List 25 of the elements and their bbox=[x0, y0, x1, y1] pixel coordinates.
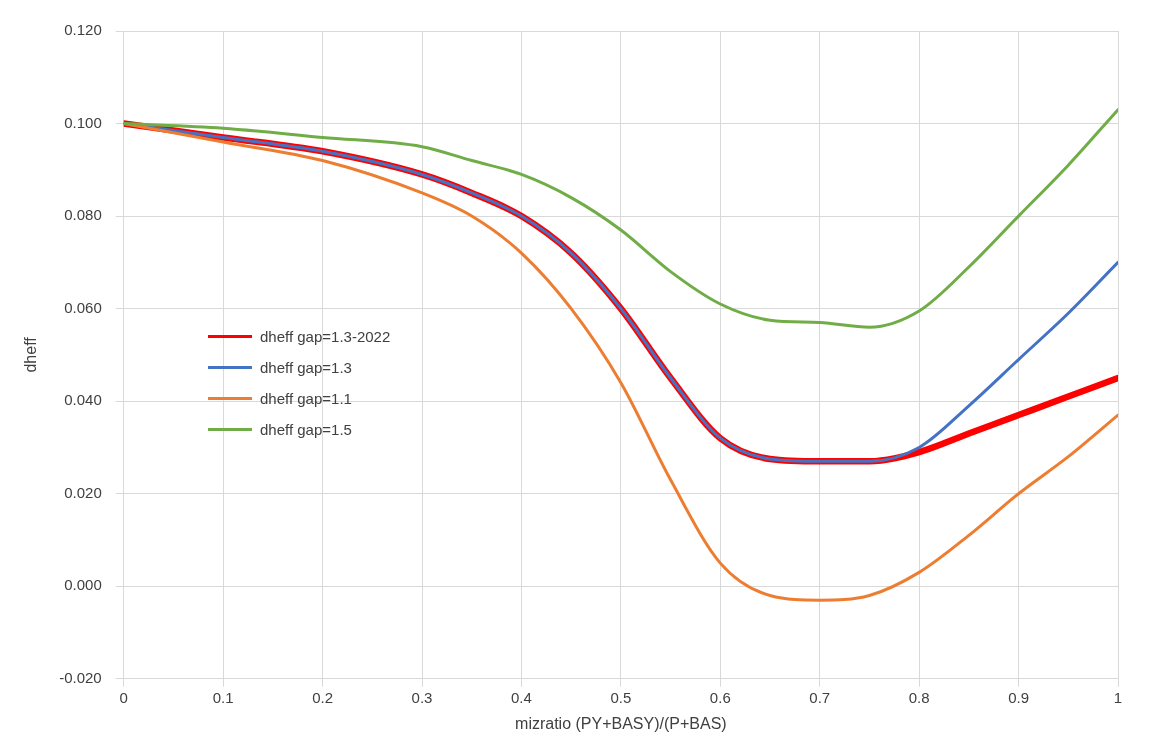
legend-label: dheff gap=1.5 bbox=[260, 421, 352, 438]
x-tick-label: 0.5 bbox=[610, 688, 632, 706]
legend-label: dheff gap=1.1 bbox=[260, 390, 352, 407]
legend-label: dheff gap=1.3 bbox=[260, 359, 352, 376]
y-tick-label: 0.100 bbox=[64, 113, 102, 131]
x-tick-label: 0.4 bbox=[511, 688, 532, 706]
y-tick-label: 0.020 bbox=[64, 483, 102, 501]
y-tick-label: -0.020 bbox=[59, 668, 102, 686]
x-tick-label: 0.6 bbox=[709, 688, 731, 706]
x-tick-label: 0.7 bbox=[809, 688, 831, 706]
y-axis-title: dheff bbox=[22, 336, 40, 373]
legend-label: dheff gap=1.3-2022 bbox=[260, 328, 391, 345]
x-tick-label: 0 bbox=[119, 688, 128, 706]
y-tick-label: 0.000 bbox=[64, 576, 102, 594]
y-tick-label: 0.040 bbox=[64, 391, 102, 409]
y-tick-label: 0.120 bbox=[64, 21, 102, 39]
x-tick-label: 0.8 bbox=[908, 688, 930, 706]
y-tick-label: 0.060 bbox=[64, 298, 102, 316]
y-tick-label: 0.080 bbox=[64, 206, 102, 224]
x-tick-label: 1 bbox=[1113, 688, 1123, 706]
x-tick-label: 0.1 bbox=[212, 688, 234, 706]
x-tick-label: 0.2 bbox=[312, 688, 334, 706]
x-tick-label: 0.3 bbox=[411, 688, 433, 706]
x-tick-label: 0.9 bbox=[1008, 688, 1029, 706]
x-axis-title: mizratio (PY+BASY)/(P+BAS) bbox=[515, 714, 727, 732]
